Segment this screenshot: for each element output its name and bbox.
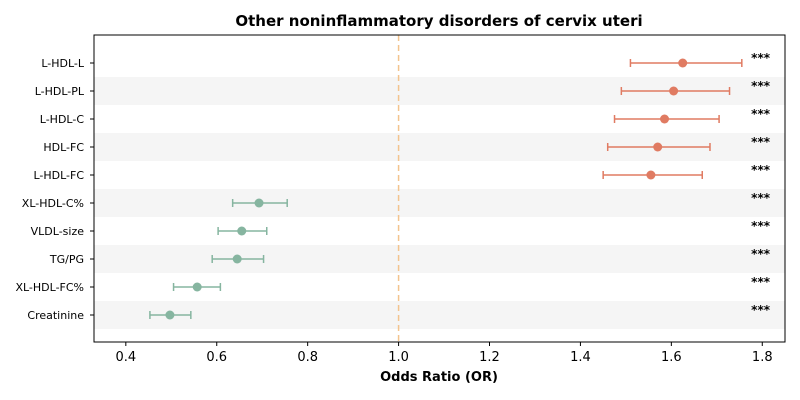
x-tick-label: 1.4 [570,350,591,365]
significance-label: *** [751,247,771,261]
row-band [94,245,785,273]
x-tick-label: 0.4 [115,350,136,365]
or-point [232,254,242,264]
x-tick-label: 1.8 [752,350,773,365]
x-tick-label: 1.0 [388,350,409,365]
y-tick-label: L-HDL-PL [35,85,85,98]
significance-label: *** [751,135,771,149]
or-point [660,114,670,124]
or-point [678,58,688,68]
y-tick-label: Creatinine [27,309,84,322]
y-tick-label: TG/PG [49,253,84,266]
y-tick-label: L-HDL-C [40,113,85,126]
x-tick-label: 1.6 [661,350,682,365]
x-tick-label: 0.6 [206,350,227,365]
y-tick-labels: L-HDL-L L-HDL-PL L-HDL-C HDL-FC L-HDL-FC XL-H… [15,57,94,322]
or-point [165,310,175,320]
x-axis: 0.4 0.6 0.8 1.0 1.2 1.4 1.6 1.8 [115,342,773,365]
or-point [254,198,264,208]
x-tick-label: 0.8 [297,350,318,365]
or-point [192,282,202,292]
row-band [94,189,785,217]
y-tick-label: XL-HDL-C% [22,197,84,210]
chart-title: Other noninflammatory disorders of cervi… [235,12,642,30]
y-tick-label: XL-HDL-FC% [15,281,84,294]
significance-labels: *** *** *** *** *** *** *** *** *** *** [751,51,771,317]
significance-label: *** [751,163,771,177]
significance-label: *** [751,219,771,233]
significance-label: *** [751,51,771,65]
significance-label: *** [751,303,771,317]
or-point [237,226,247,236]
y-tick-label: HDL-FC [43,141,84,154]
x-tick-label: 1.2 [479,350,500,365]
data-marks [149,58,743,320]
y-tick-label: L-HDL-FC [33,169,84,182]
row-band [94,301,785,329]
significance-label: *** [751,79,771,93]
plot-frame [93,34,786,343]
or-point [653,142,663,152]
significance-label: *** [751,275,771,289]
significance-label: *** [751,107,771,121]
y-tick-label: L-HDL-L [41,57,85,70]
significance-label: *** [751,191,771,205]
x-axis-label: Odds Ratio (OR) [380,370,498,385]
or-point [646,170,656,180]
or-point [669,86,679,96]
y-tick-label: VLDL-size [31,225,85,238]
